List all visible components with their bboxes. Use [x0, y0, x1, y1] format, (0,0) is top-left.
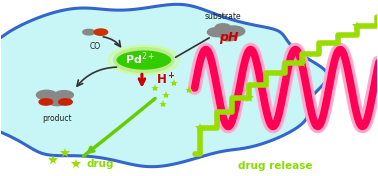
Ellipse shape — [115, 49, 173, 71]
Circle shape — [222, 26, 245, 36]
Circle shape — [94, 29, 108, 35]
Text: $\mathbf{H^+}$: $\mathbf{H^+}$ — [156, 73, 175, 88]
Text: product: product — [42, 114, 72, 123]
Circle shape — [59, 99, 72, 105]
Circle shape — [220, 33, 237, 41]
Text: drug release: drug release — [239, 161, 313, 171]
Circle shape — [54, 91, 73, 99]
Text: substrate: substrate — [204, 12, 241, 21]
Circle shape — [48, 98, 66, 106]
Text: CO: CO — [89, 42, 101, 51]
Text: drug: drug — [87, 159, 114, 169]
Polygon shape — [0, 4, 328, 167]
Text: $\mathbf{Pd}^{2+}$: $\mathbf{Pd}^{2+}$ — [125, 51, 155, 67]
Circle shape — [39, 99, 53, 105]
Text: pH: pH — [219, 31, 238, 44]
Circle shape — [215, 24, 231, 31]
Circle shape — [208, 28, 227, 37]
Circle shape — [83, 29, 95, 35]
Circle shape — [36, 90, 57, 100]
